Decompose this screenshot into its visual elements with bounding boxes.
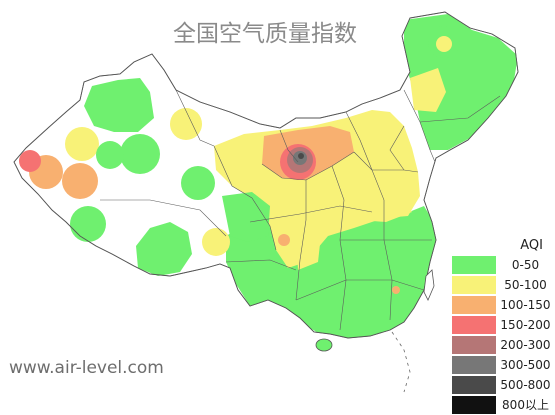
- china-aqi-map: [13, 11, 519, 393]
- legend-label: 800以上: [502, 398, 549, 412]
- aqi-region-southwest-green: [222, 192, 270, 242]
- aqi-spot-500-800: [298, 153, 304, 159]
- aqi-blob-green: [120, 134, 160, 174]
- aqi-blob-green: [181, 166, 215, 200]
- legend-item: 500-800: [452, 375, 555, 395]
- aqi-blob-tibet-green: [136, 222, 192, 276]
- legend-item: 300-500: [452, 355, 555, 375]
- legend-label: 100-150: [500, 298, 551, 312]
- legend-label: 200-300: [500, 338, 551, 352]
- legend-swatch: [452, 336, 496, 354]
- aqi-blobs-west: [19, 26, 460, 276]
- aqi-blob-red: [19, 150, 41, 172]
- legend-item: 100-150: [452, 295, 555, 315]
- aqi-region-northeast-yellow: [410, 68, 446, 112]
- aqi-blob-orange: [62, 163, 98, 199]
- legend-label: 0-50: [511, 258, 540, 272]
- legend-swatch: [452, 256, 496, 274]
- aqi-region-yangtze-yellow: [360, 194, 412, 222]
- map-title: 全国空气质量指数: [173, 21, 357, 47]
- legend-item: 200-300: [452, 335, 555, 355]
- south-china-sea-dashes: [391, 331, 411, 393]
- site-watermark: www.air-level.com: [9, 358, 164, 378]
- aqi-spot-orange-small: [278, 234, 290, 246]
- hainan-island: [315, 338, 333, 352]
- aqi-blob-yellow: [65, 127, 99, 161]
- legend-label: 150-200: [500, 318, 551, 332]
- legend-swatch: [452, 316, 496, 334]
- aqi-legend: AQI 0-50 50-100 100-150 150-200 200-300 …: [452, 236, 555, 415]
- legend-item: 800以上: [452, 395, 555, 415]
- legend-swatch: [452, 276, 496, 294]
- legend-label: 50-100: [504, 278, 547, 292]
- aqi-blob-yellow: [436, 36, 452, 52]
- legend-label: 300-500: [500, 358, 551, 372]
- aqi-blob-green: [96, 141, 124, 169]
- aqi-region-south-yellow: [296, 226, 322, 270]
- legend-item: 50-100: [452, 275, 555, 295]
- aqi-blob-yellow: [202, 228, 230, 256]
- legend-swatch: [452, 396, 496, 414]
- aqi-blob-green: [70, 206, 106, 242]
- taiwan-island: [423, 269, 435, 301]
- legend-item: 0-50: [452, 255, 555, 275]
- legend-swatch: [452, 376, 496, 394]
- aqi-blob-yellow: [170, 108, 202, 140]
- legend-title: AQI: [520, 238, 543, 253]
- aqi-spot-orange-east: [392, 286, 400, 294]
- china-border: [13, 11, 519, 339]
- legend-item: 150-200: [452, 315, 555, 335]
- legend-swatch: [452, 296, 496, 314]
- aqi-blob-xinjiang-green: [84, 78, 154, 132]
- legend-swatch: [452, 356, 496, 374]
- legend-label: 500-800: [500, 378, 551, 392]
